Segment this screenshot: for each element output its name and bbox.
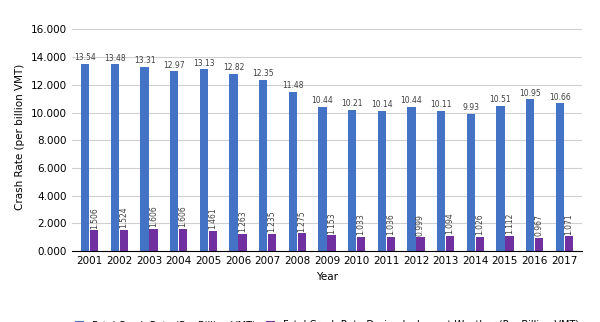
Text: 13.54: 13.54 bbox=[74, 53, 96, 62]
Text: 0.999: 0.999 bbox=[416, 214, 425, 236]
Text: 1.112: 1.112 bbox=[505, 213, 514, 234]
Bar bbox=[111, 64, 119, 251]
Bar bbox=[526, 99, 534, 251]
Text: 10.11: 10.11 bbox=[430, 100, 452, 109]
Text: 10.66: 10.66 bbox=[549, 93, 571, 102]
Bar bbox=[386, 237, 395, 251]
Text: 1.235: 1.235 bbox=[268, 211, 277, 232]
Bar bbox=[229, 73, 238, 251]
Text: 10.14: 10.14 bbox=[371, 100, 392, 109]
Bar bbox=[446, 236, 454, 251]
Bar bbox=[467, 114, 475, 251]
Bar bbox=[496, 106, 505, 251]
Text: 1.524: 1.524 bbox=[119, 207, 128, 228]
Bar bbox=[259, 80, 268, 251]
Text: 13.31: 13.31 bbox=[134, 56, 155, 65]
Bar bbox=[407, 107, 416, 251]
Text: 11.48: 11.48 bbox=[282, 81, 304, 90]
Bar bbox=[140, 67, 149, 251]
Text: 1.094: 1.094 bbox=[446, 213, 455, 234]
Bar bbox=[476, 237, 484, 251]
Text: 1.033: 1.033 bbox=[356, 213, 365, 235]
Bar bbox=[81, 63, 89, 251]
Text: 12.35: 12.35 bbox=[253, 69, 274, 78]
Bar bbox=[200, 69, 208, 251]
Bar bbox=[378, 111, 386, 251]
Bar bbox=[149, 229, 158, 251]
Bar bbox=[348, 110, 356, 251]
Text: 10.44: 10.44 bbox=[401, 96, 422, 105]
Text: 10.21: 10.21 bbox=[341, 99, 363, 108]
Bar bbox=[268, 234, 276, 251]
Bar bbox=[357, 237, 365, 251]
Bar bbox=[298, 233, 306, 251]
Text: 12.82: 12.82 bbox=[223, 63, 244, 72]
Bar bbox=[505, 236, 514, 251]
Bar bbox=[170, 71, 178, 251]
Bar bbox=[319, 107, 327, 251]
Bar bbox=[120, 230, 128, 251]
Text: 1.461: 1.461 bbox=[208, 208, 217, 229]
Text: 1.506: 1.506 bbox=[90, 207, 99, 229]
Text: 1.153: 1.153 bbox=[327, 212, 336, 233]
Bar bbox=[238, 234, 247, 251]
Text: 1.071: 1.071 bbox=[564, 213, 573, 235]
Bar bbox=[209, 231, 217, 251]
Text: 9.93: 9.93 bbox=[463, 103, 479, 112]
Text: 0.967: 0.967 bbox=[535, 214, 544, 236]
Text: 1.606: 1.606 bbox=[149, 205, 158, 227]
Y-axis label: Crash Rate (per billion VMT): Crash Rate (per billion VMT) bbox=[16, 64, 25, 210]
Bar bbox=[179, 229, 187, 251]
Text: 10.44: 10.44 bbox=[311, 96, 334, 105]
Legend: Fatal Crash Rate (Per Billion VMT), Fatal Crash Rate During Inclement Weather (P: Fatal Crash Rate (Per Billion VMT), Fata… bbox=[75, 320, 579, 322]
X-axis label: Year: Year bbox=[316, 271, 338, 281]
Text: 1.026: 1.026 bbox=[475, 214, 484, 235]
Bar bbox=[437, 111, 445, 251]
Bar bbox=[535, 238, 543, 251]
Text: 10.51: 10.51 bbox=[490, 95, 511, 104]
Bar bbox=[90, 230, 98, 251]
Text: 1.275: 1.275 bbox=[297, 210, 306, 232]
Bar bbox=[416, 237, 425, 251]
Bar bbox=[327, 235, 335, 251]
Text: 13.13: 13.13 bbox=[193, 59, 215, 68]
Bar bbox=[556, 103, 564, 251]
Text: 12.97: 12.97 bbox=[163, 61, 185, 70]
Text: 13.48: 13.48 bbox=[104, 54, 126, 63]
Text: 1.263: 1.263 bbox=[238, 210, 247, 232]
Text: 1.036: 1.036 bbox=[386, 213, 395, 235]
Bar bbox=[289, 92, 297, 251]
Text: 1.606: 1.606 bbox=[179, 205, 188, 227]
Text: 10.95: 10.95 bbox=[519, 89, 541, 98]
Bar bbox=[565, 236, 573, 251]
